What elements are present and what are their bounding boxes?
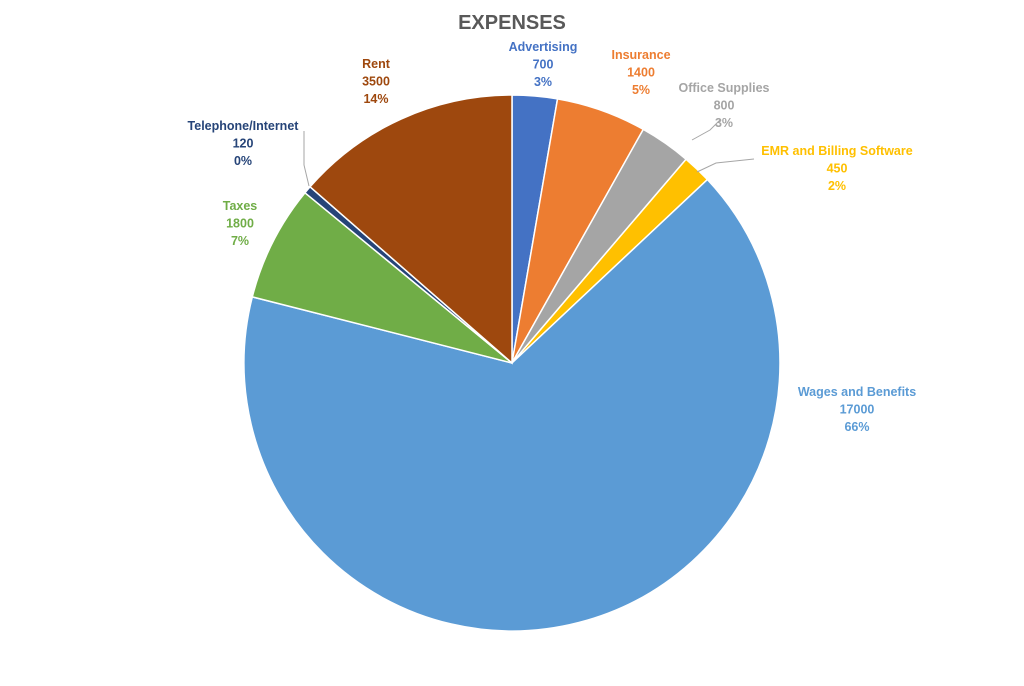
data-label-percent-insurance: 5%: [632, 83, 650, 97]
data-label-value-rent: 3500: [362, 75, 390, 89]
data-label-label-rent: Rent: [362, 57, 391, 71]
pie-slice-rent: [309, 94, 513, 365]
data-label-value-wages-and-benefits: 17000: [840, 403, 875, 417]
data-label-percent-rent: 14%: [363, 92, 388, 106]
data-label-label-emr-and-billing-software: EMR and Billing Software: [761, 144, 912, 158]
data-label-label-advertising: Advertising: [509, 40, 578, 54]
data-label-percent-taxes: 7%: [231, 234, 249, 248]
pie-slice-wages-and-benefits: [243, 178, 781, 632]
data-label-value-emr-and-billing-software: 450: [827, 162, 848, 176]
data-labels: Advertising 700 3% Insurance 1400 5% Office Su…: [188, 40, 917, 434]
data-label-percent-advertising: 3%: [534, 75, 552, 89]
data-label-value-office-supplies: 800: [714, 99, 735, 113]
data-label-value-advertising: 700: [533, 58, 554, 72]
data-label-label-wages-and-benefits: Wages and Benefits: [798, 385, 916, 399]
data-label-percent-emr-and-billing-software: 2%: [828, 179, 846, 193]
pie-slice-taxes: [251, 191, 513, 364]
data-label-percent-telephone-internet: 0%: [234, 154, 252, 168]
leader-lines: [303, 119, 755, 187]
leader-line-telephone-internet: [303, 131, 310, 187]
leader-line-office-supplies: [691, 119, 721, 141]
data-label-label-telephone-internet: Telephone/Internet: [188, 119, 300, 133]
pie-slices: [243, 94, 781, 632]
data-label-label-office-supplies: Office Supplies: [679, 81, 770, 95]
chart-title: EXPENSES: [458, 12, 566, 34]
data-label-percent-wages-and-benefits: 66%: [844, 420, 869, 434]
data-label-label-taxes: Taxes: [223, 199, 258, 213]
leader-line-emr-and-billing-software: [696, 158, 755, 173]
data-label-value-telephone-internet: 120: [233, 137, 254, 151]
data-label-percent-office-supplies: 3%: [715, 116, 733, 130]
data-label-value-insurance: 1400: [627, 66, 655, 80]
data-label-value-taxes: 1800: [226, 217, 254, 231]
data-label-label-insurance: Insurance: [611, 48, 670, 62]
